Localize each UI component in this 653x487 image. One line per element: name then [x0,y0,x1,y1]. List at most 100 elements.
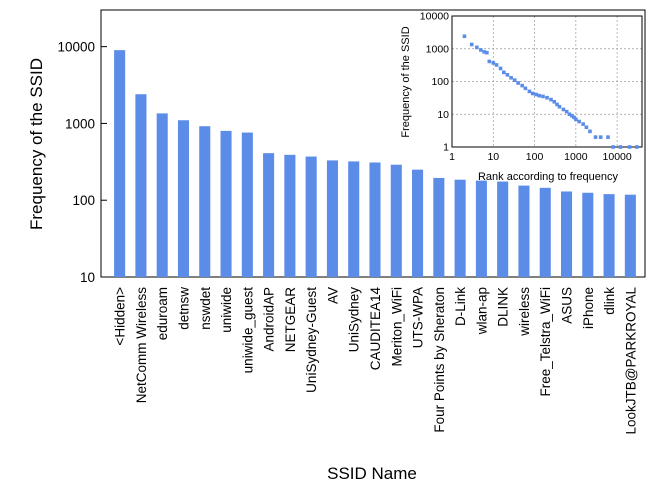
inset-point [541,94,545,99]
main-x-axis-label: SSID Name [327,464,417,483]
x-tick-label: UniSydney [347,287,362,353]
x-tick-label: UTS-WPA [411,287,426,348]
inset-point [516,81,520,85]
x-tick-label: LookJTB@PARKROYAL [623,287,638,435]
y-tick-label: 10000 [57,40,95,55]
bar [433,177,445,277]
bar [177,120,190,277]
x-tick-label: Four Points by Sheraton [432,287,447,433]
inset-point [485,50,489,55]
inset-point [469,42,474,47]
x-tick-label: D-Link [453,287,468,326]
inset-point [557,104,562,109]
bar [518,185,530,277]
inset-y-tick-label: 1 [443,142,449,154]
x-tick-label: <Hidden> [113,287,128,346]
inset-y-tick-label: 1000 [426,43,450,55]
inset-point [574,117,578,122]
inset-point [627,145,632,149]
inset-point [549,97,553,102]
x-tick-label: uniwide [219,287,234,333]
bar [156,113,168,277]
inset-point [523,86,528,91]
bar [475,180,487,277]
inset-y-axis-ticks: 1 10 100 1000 10000 [420,11,449,154]
inset-point [482,50,486,54]
inset-x-tick-label: 10 [487,151,499,163]
bar [624,194,636,277]
inset-y-axis-label: Frequency of the SSID [400,26,412,137]
y-tick-label: 100 [72,193,95,208]
x-tick-label: AV [325,287,340,304]
bar [390,164,402,277]
x-tick-label: CAUDITEA14 [368,287,383,371]
x-tick-label: ASUS [560,287,575,324]
inset-background [452,16,642,147]
inset-point [520,83,524,88]
inset-point [635,145,639,149]
inset-point [505,73,510,77]
inset-y-tick-label: 10000 [420,11,449,23]
inset-y-tick-label: 100 [431,76,449,88]
x-tick-label: wlan-ap [474,287,489,335]
inset-point [577,119,581,124]
bar [241,132,253,277]
inset-point [534,92,539,97]
inset-x-axis-label: Rank according to frequency [478,171,619,183]
inset-point [572,115,576,120]
main-y-axis-label: Frequency of the SSID [27,58,46,230]
inset-point [537,93,542,98]
inset-point [584,125,589,130]
bar [454,179,466,277]
inset-point [618,145,623,149]
bar [199,126,211,278]
inset-plot-frame [451,15,643,148]
x-tick-label: UniSydney-Guest [304,287,319,393]
inset-x-tick-label: 1 [449,151,455,163]
inset-point [570,113,574,118]
x-tick-label: uniwide_guest [240,287,255,374]
inset-scatter-chart: 1 10 100 1000 10000 1 10 100 1000 10000 Frequenc… [400,11,643,183]
bar [497,181,509,277]
y-tick-label: 10 [80,270,95,285]
inset-point [491,61,496,65]
x-tick-label: Meriton_WiFi [389,287,404,367]
inset-x-tick-label: 100 [526,151,544,163]
inset-point [555,102,559,107]
x-tick-label: NetComm Wireless [134,287,149,404]
inset-point [598,135,603,139]
bar [326,160,338,277]
main-x-axis-ticks: <Hidden> NetComm Wireless eduroam detnsw nsw… [113,287,639,435]
inset-point [530,91,535,96]
x-tick-label: Free_Telstra_WiFi [538,287,553,397]
inset-point [509,75,513,80]
inset-point [561,107,566,112]
inset-x-tick-label: 10000 [603,151,632,163]
inset-point [498,66,503,71]
bar [582,192,594,277]
inset-point [611,145,615,149]
inset-point [487,59,492,64]
inset-point [479,48,483,52]
inset-point [567,112,572,117]
x-tick-label: iPhone [581,287,596,329]
x-tick-label: wireless [517,287,532,337]
bar [412,169,424,277]
inset-point [545,95,549,100]
main-y-axis-ticks: 10 100 1000 10000 [57,40,107,285]
inset-point [462,34,467,39]
inset-point [494,63,499,67]
inset-x-tick-label: 1000 [564,151,588,163]
bar [135,94,147,277]
bar [284,154,296,277]
x-tick-label: detnsw [176,287,191,330]
inset-x-axis-ticks: 1 10 100 1000 10000 [449,151,632,163]
inset-point [475,45,479,50]
bar [305,156,317,277]
x-tick-label: NETGEAR [283,287,298,353]
inset-point [552,99,557,104]
inset-point [606,135,610,139]
x-tick-label: AndroidAP [262,287,277,352]
inset-point [581,122,585,126]
